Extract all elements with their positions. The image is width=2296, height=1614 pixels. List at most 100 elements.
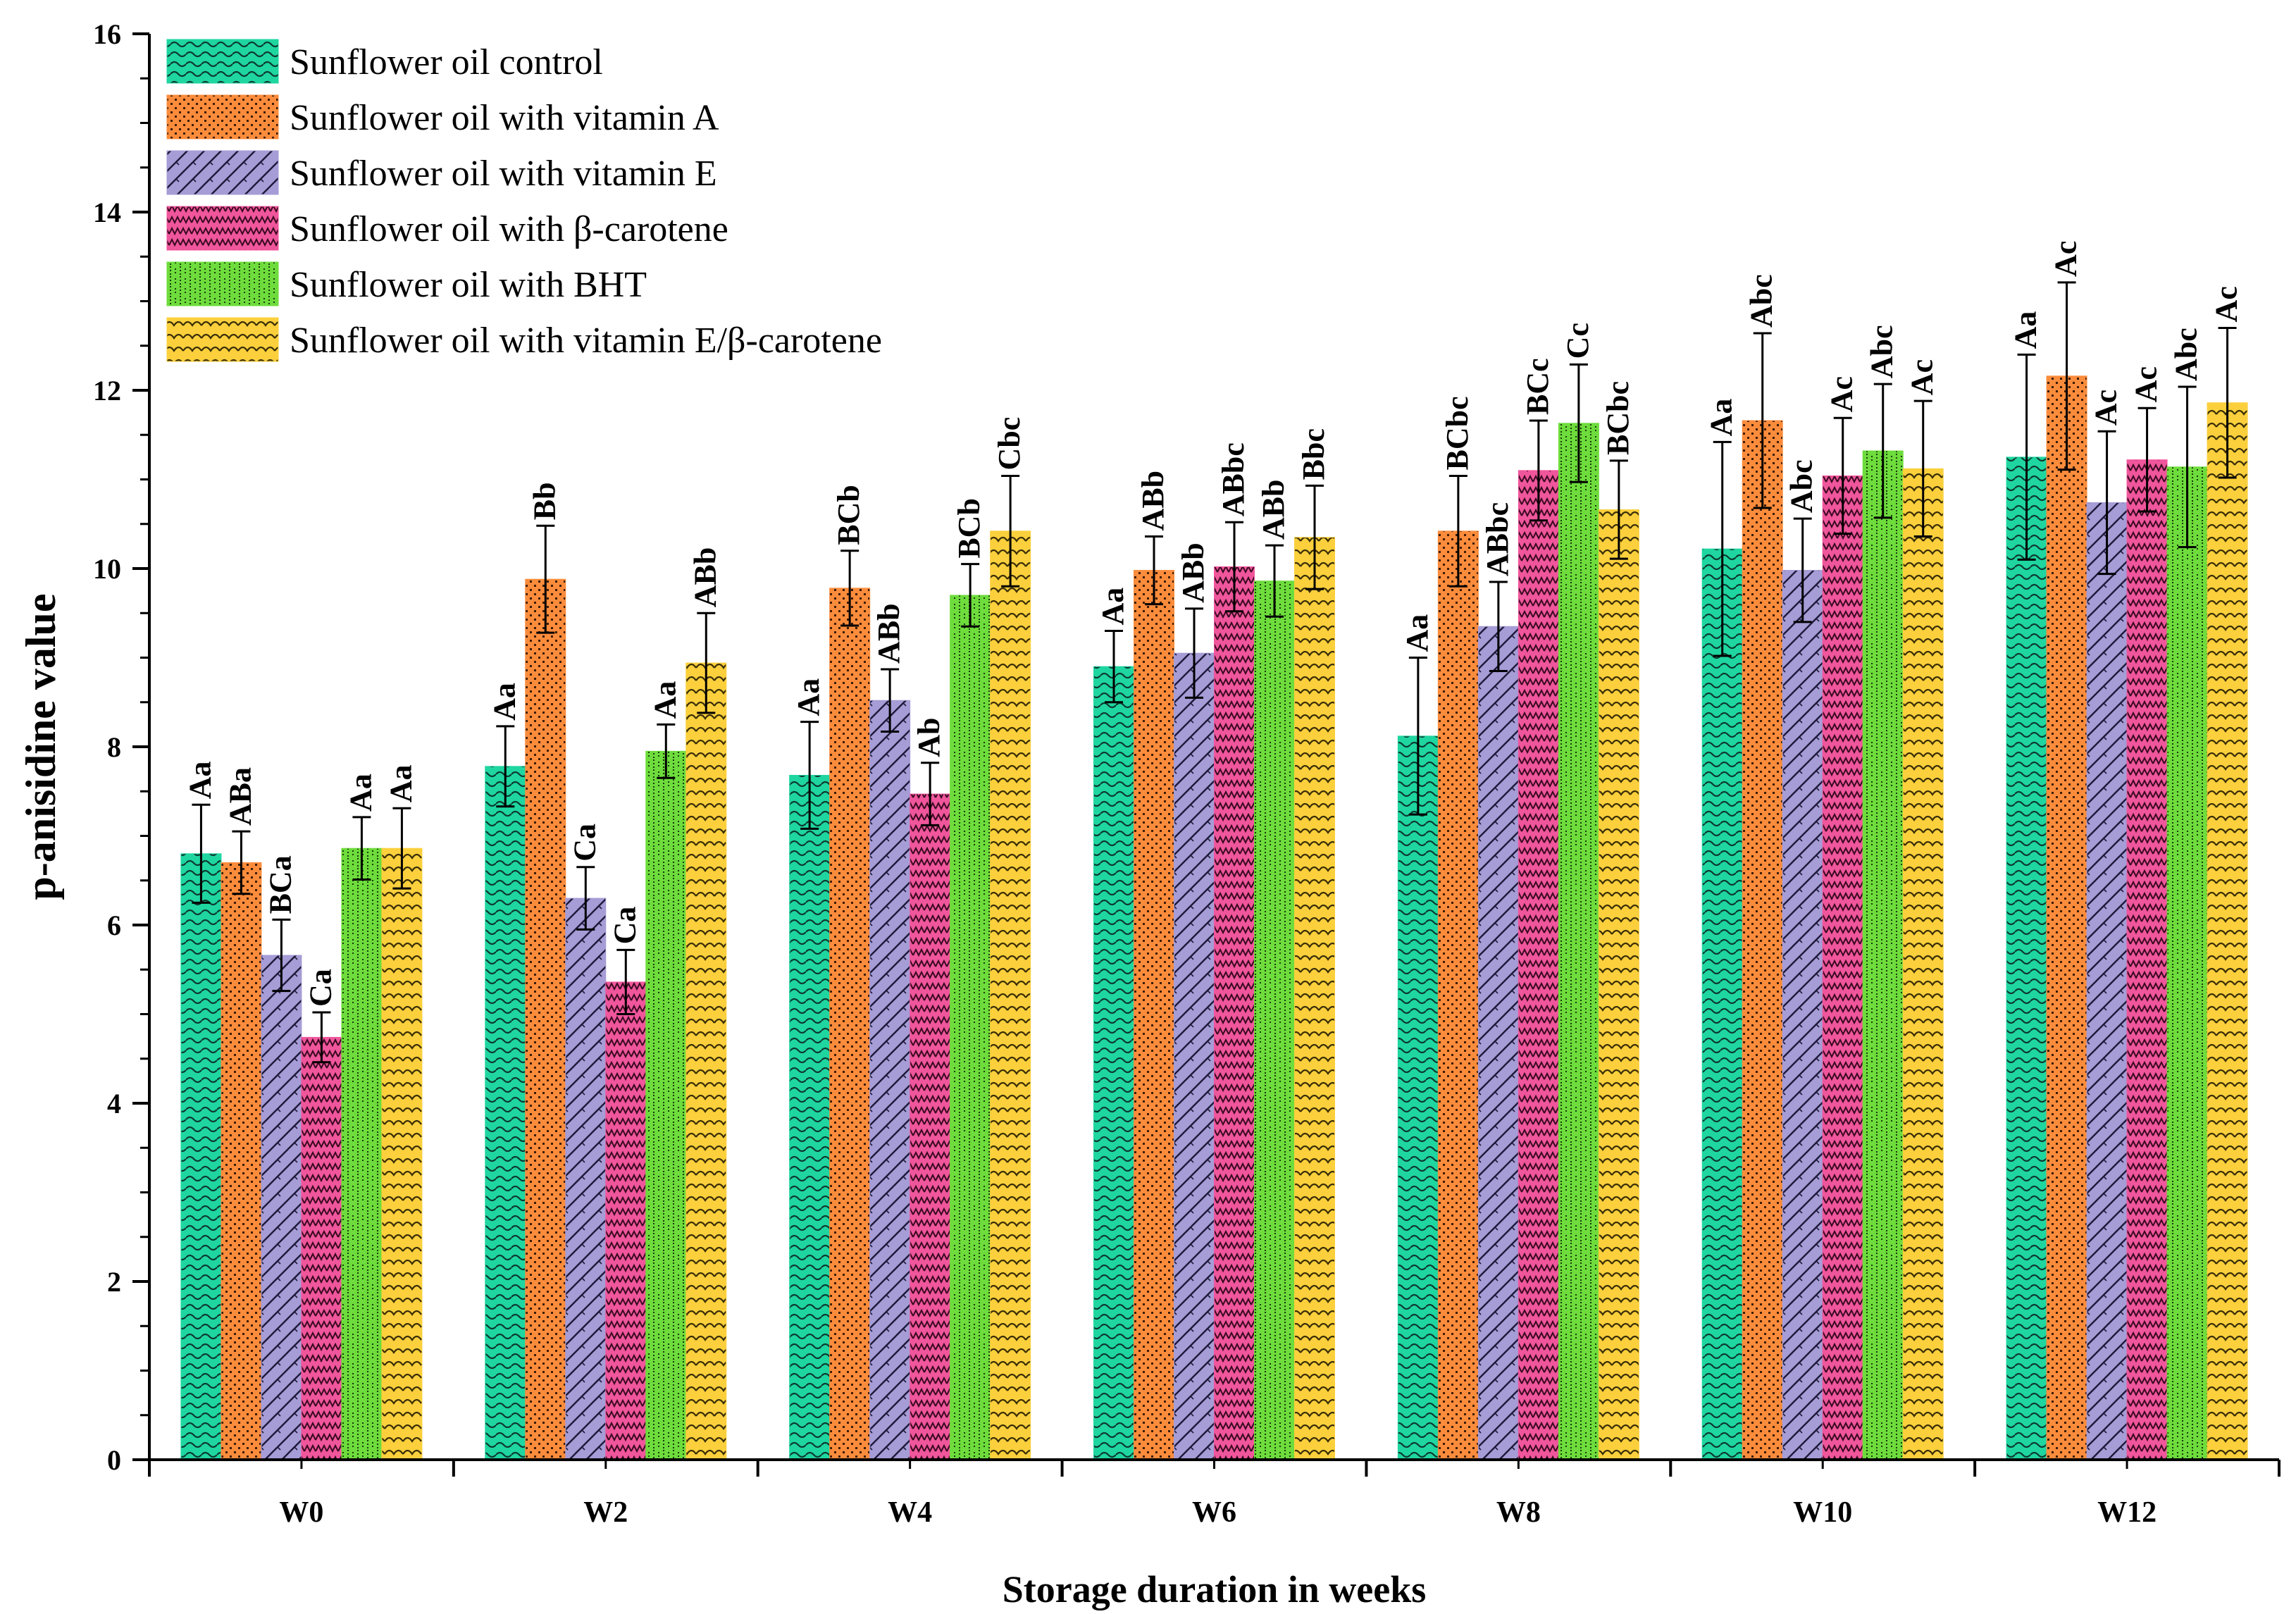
significance-label-4-w4: Ab (912, 718, 946, 757)
x-tick-label: W12 (2097, 1496, 2157, 1529)
legend-item: Sunflower oil with vitamin E/β-carotene (166, 317, 882, 362)
y-tick-label: 16 (93, 18, 121, 50)
significance-label-2-w0: ABa (223, 767, 257, 826)
significance-label-3-w0: BCa (263, 855, 297, 914)
significance-label-6-w2: ABb (688, 547, 722, 608)
bar-3-w8 (1477, 626, 1519, 1460)
bar-4-w2 (605, 981, 647, 1460)
error-bar-5-w8 (1569, 363, 1588, 483)
bar-4-w6 (1214, 566, 1255, 1460)
error-bar-5-w2 (657, 723, 676, 779)
bar-2-w12 (2046, 375, 2087, 1460)
error-bar-2-w4 (840, 550, 860, 627)
significance-label-3-w6: ABb (1176, 542, 1210, 603)
x-tick-label: W2 (583, 1496, 628, 1529)
y-tick-label: 6 (107, 910, 121, 941)
bar-6-w2 (685, 662, 727, 1460)
bar-1-w2 (485, 766, 526, 1460)
legend-label: Sunflower oil with BHT (290, 265, 647, 305)
error-bar-2-w10 (1753, 332, 1772, 509)
error-bar-1-w2 (496, 725, 515, 808)
bar-4-w4 (910, 793, 951, 1460)
significance-label-1-w8: Aa (1400, 614, 1434, 652)
legend: Sunflower oil control Sunflower oil with … (166, 39, 882, 362)
significance-label-4-w2: Ca (607, 907, 642, 945)
bar-5-w12 (2166, 466, 2208, 1460)
x-tick-label: W10 (1793, 1496, 1852, 1529)
bar-3-w2 (565, 898, 607, 1460)
error-bar-2-w2 (536, 524, 555, 634)
bar-3-w6 (1174, 652, 1215, 1460)
error-bar-1-w8 (1408, 657, 1427, 816)
error-bar-2-w0 (232, 830, 251, 895)
significance-label-4-w6: ABbc (1216, 442, 1251, 516)
error-bar-1-w4 (800, 721, 819, 830)
y-tick-label: 4 (107, 1088, 121, 1119)
error-bar-6-w10 (1913, 399, 1932, 538)
error-bar-2-w12 (2057, 281, 2076, 471)
error-bar-3-w4 (881, 668, 900, 733)
bar-5-w0 (341, 848, 383, 1460)
significance-label-1-w12: Aa (2009, 311, 2043, 349)
bar-6-w10 (1902, 468, 1944, 1460)
legend-label: Sunflower oil with vitamin E (290, 154, 717, 194)
significance-label-5-w12: Abc (2169, 328, 2204, 381)
bar-2-w2 (525, 578, 566, 1460)
significance-label-1-w6: Aa (1096, 588, 1130, 626)
legend-item: Sunflower oil with vitamin E (166, 150, 717, 195)
legend-swatch (166, 150, 279, 195)
bar-6-w0 (381, 848, 423, 1460)
x-tick-label: W0 (279, 1496, 323, 1529)
error-bar-2-w6 (1145, 535, 1163, 606)
error-bar-4-w6 (1225, 521, 1243, 613)
legend-item: Sunflower oil with BHT (166, 261, 647, 306)
significance-label-3-w12: Ac (2089, 390, 2123, 426)
bar-6-w4 (990, 530, 1031, 1460)
bar-5-w6 (1254, 581, 1295, 1460)
legend-item: Sunflower oil with vitamin A (166, 94, 719, 139)
error-bar-1-w12 (2017, 353, 2036, 561)
y-tick-label: 2 (107, 1266, 121, 1298)
legend-swatch (166, 39, 279, 84)
bar-3-w12 (2086, 502, 2128, 1460)
error-bar-1-w10 (1713, 440, 1732, 657)
significance-label-1-w2: Aa (487, 683, 521, 721)
y-tick-label: 14 (93, 197, 121, 228)
bar-2-w0 (221, 862, 262, 1460)
significance-label-2-w8: BCbc (1440, 396, 1475, 470)
error-bar-4-w4 (921, 762, 940, 826)
error-bar-5-w6 (1265, 544, 1284, 618)
bar-3-w10 (1782, 570, 1823, 1460)
error-bar-6-w12 (2218, 326, 2237, 479)
bar-1-w12 (2006, 457, 2047, 1460)
bar-2-w10 (1742, 420, 1783, 1460)
y-tick-label: 0 (107, 1444, 121, 1476)
bar-4-w10 (1822, 475, 1863, 1460)
bar-1-w10 (1701, 548, 1743, 1460)
bar-1-w6 (1093, 666, 1134, 1460)
error-bar-3-w0 (272, 918, 291, 993)
bar-1-w8 (1397, 735, 1439, 1460)
significance-label-1-w10: Aa (1704, 399, 1739, 437)
error-bar-2-w8 (1448, 474, 1467, 588)
significance-label-3-w10: Abc (1785, 459, 1819, 513)
bar-3-w0 (261, 955, 302, 1460)
significance-label-2-w12: Ac (2049, 241, 2083, 277)
significance-label-3-w2: Ca (567, 824, 602, 862)
error-bar-1-w6 (1105, 630, 1123, 704)
error-bar-4-w8 (1529, 419, 1548, 522)
legend-swatch (166, 206, 279, 251)
legend-item: Sunflower oil control (166, 39, 603, 84)
legend-swatch (166, 261, 279, 306)
significance-label-2-w10: Abc (1744, 274, 1779, 328)
bar-6-w12 (2207, 402, 2248, 1460)
bar-1-w0 (180, 853, 222, 1460)
significance-label-2-w2: Bb (527, 482, 561, 520)
significance-label-1-w4: Aa (791, 678, 826, 716)
significance-label-6-w0: Aa (383, 765, 418, 803)
error-bar-3-w2 (576, 866, 595, 931)
bar-2-w6 (1134, 570, 1174, 1460)
error-bar-4-w10 (1833, 416, 1852, 535)
error-bar-4-w12 (2137, 406, 2157, 513)
